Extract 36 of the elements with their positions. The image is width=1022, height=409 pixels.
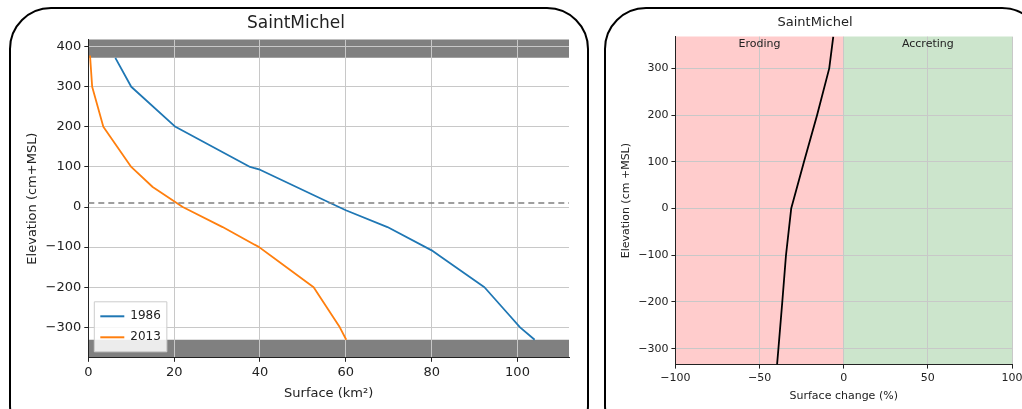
x-tick-label: 0 [840, 371, 848, 385]
y-tick-label: 100 [56, 158, 82, 174]
x-tick-label: 20 [165, 363, 183, 379]
x-tick-label: 50 [920, 371, 935, 385]
y-tick-label: 200 [647, 107, 669, 121]
x-tick-label: −100 [660, 371, 691, 385]
y-tick-label: 200 [56, 118, 82, 134]
x-tick-label: 60 [337, 363, 355, 379]
legend-label: 2013 [130, 329, 161, 344]
chart-title: SaintMichel [246, 11, 346, 32]
x-axis-title: Surface change (%) [789, 389, 898, 403]
y-axis-title: Elevation (cm +MSL) [619, 142, 633, 259]
y-axis-title: Elevation (cm+MSL) [24, 132, 40, 265]
y-tick-label: −300 [638, 341, 669, 355]
x-axis-title: Surface (km²) [284, 384, 374, 400]
y-tick-label: 300 [647, 61, 669, 75]
x-tick-label: 0 [84, 363, 93, 379]
y-tick-label: 100 [647, 154, 669, 168]
x-tick-label: 100 [1001, 371, 1022, 385]
y-tick-label: 300 [56, 78, 82, 94]
legend-label: 1986 [130, 308, 161, 323]
y-tick-label: −200 [638, 294, 669, 308]
chart-title: SaintMichel [777, 14, 853, 30]
x-tick-label: 40 [251, 363, 269, 379]
y-tick-label: −100 [45, 238, 82, 254]
y-tick-label: −100 [638, 248, 669, 262]
x-tick-label: −50 [747, 371, 772, 385]
y-tick-label: −300 [45, 318, 82, 334]
x-tick-label: 100 [505, 363, 530, 379]
x-tick-label: 80 [423, 363, 440, 379]
y-tick-label: 0 [661, 201, 669, 215]
y-tick-label: 400 [56, 37, 82, 53]
y-tick-label: 0 [73, 198, 82, 214]
y-tick-label: −200 [45, 278, 82, 294]
band-label: Eroding [738, 36, 781, 50]
band-label: Accreting [901, 36, 954, 50]
